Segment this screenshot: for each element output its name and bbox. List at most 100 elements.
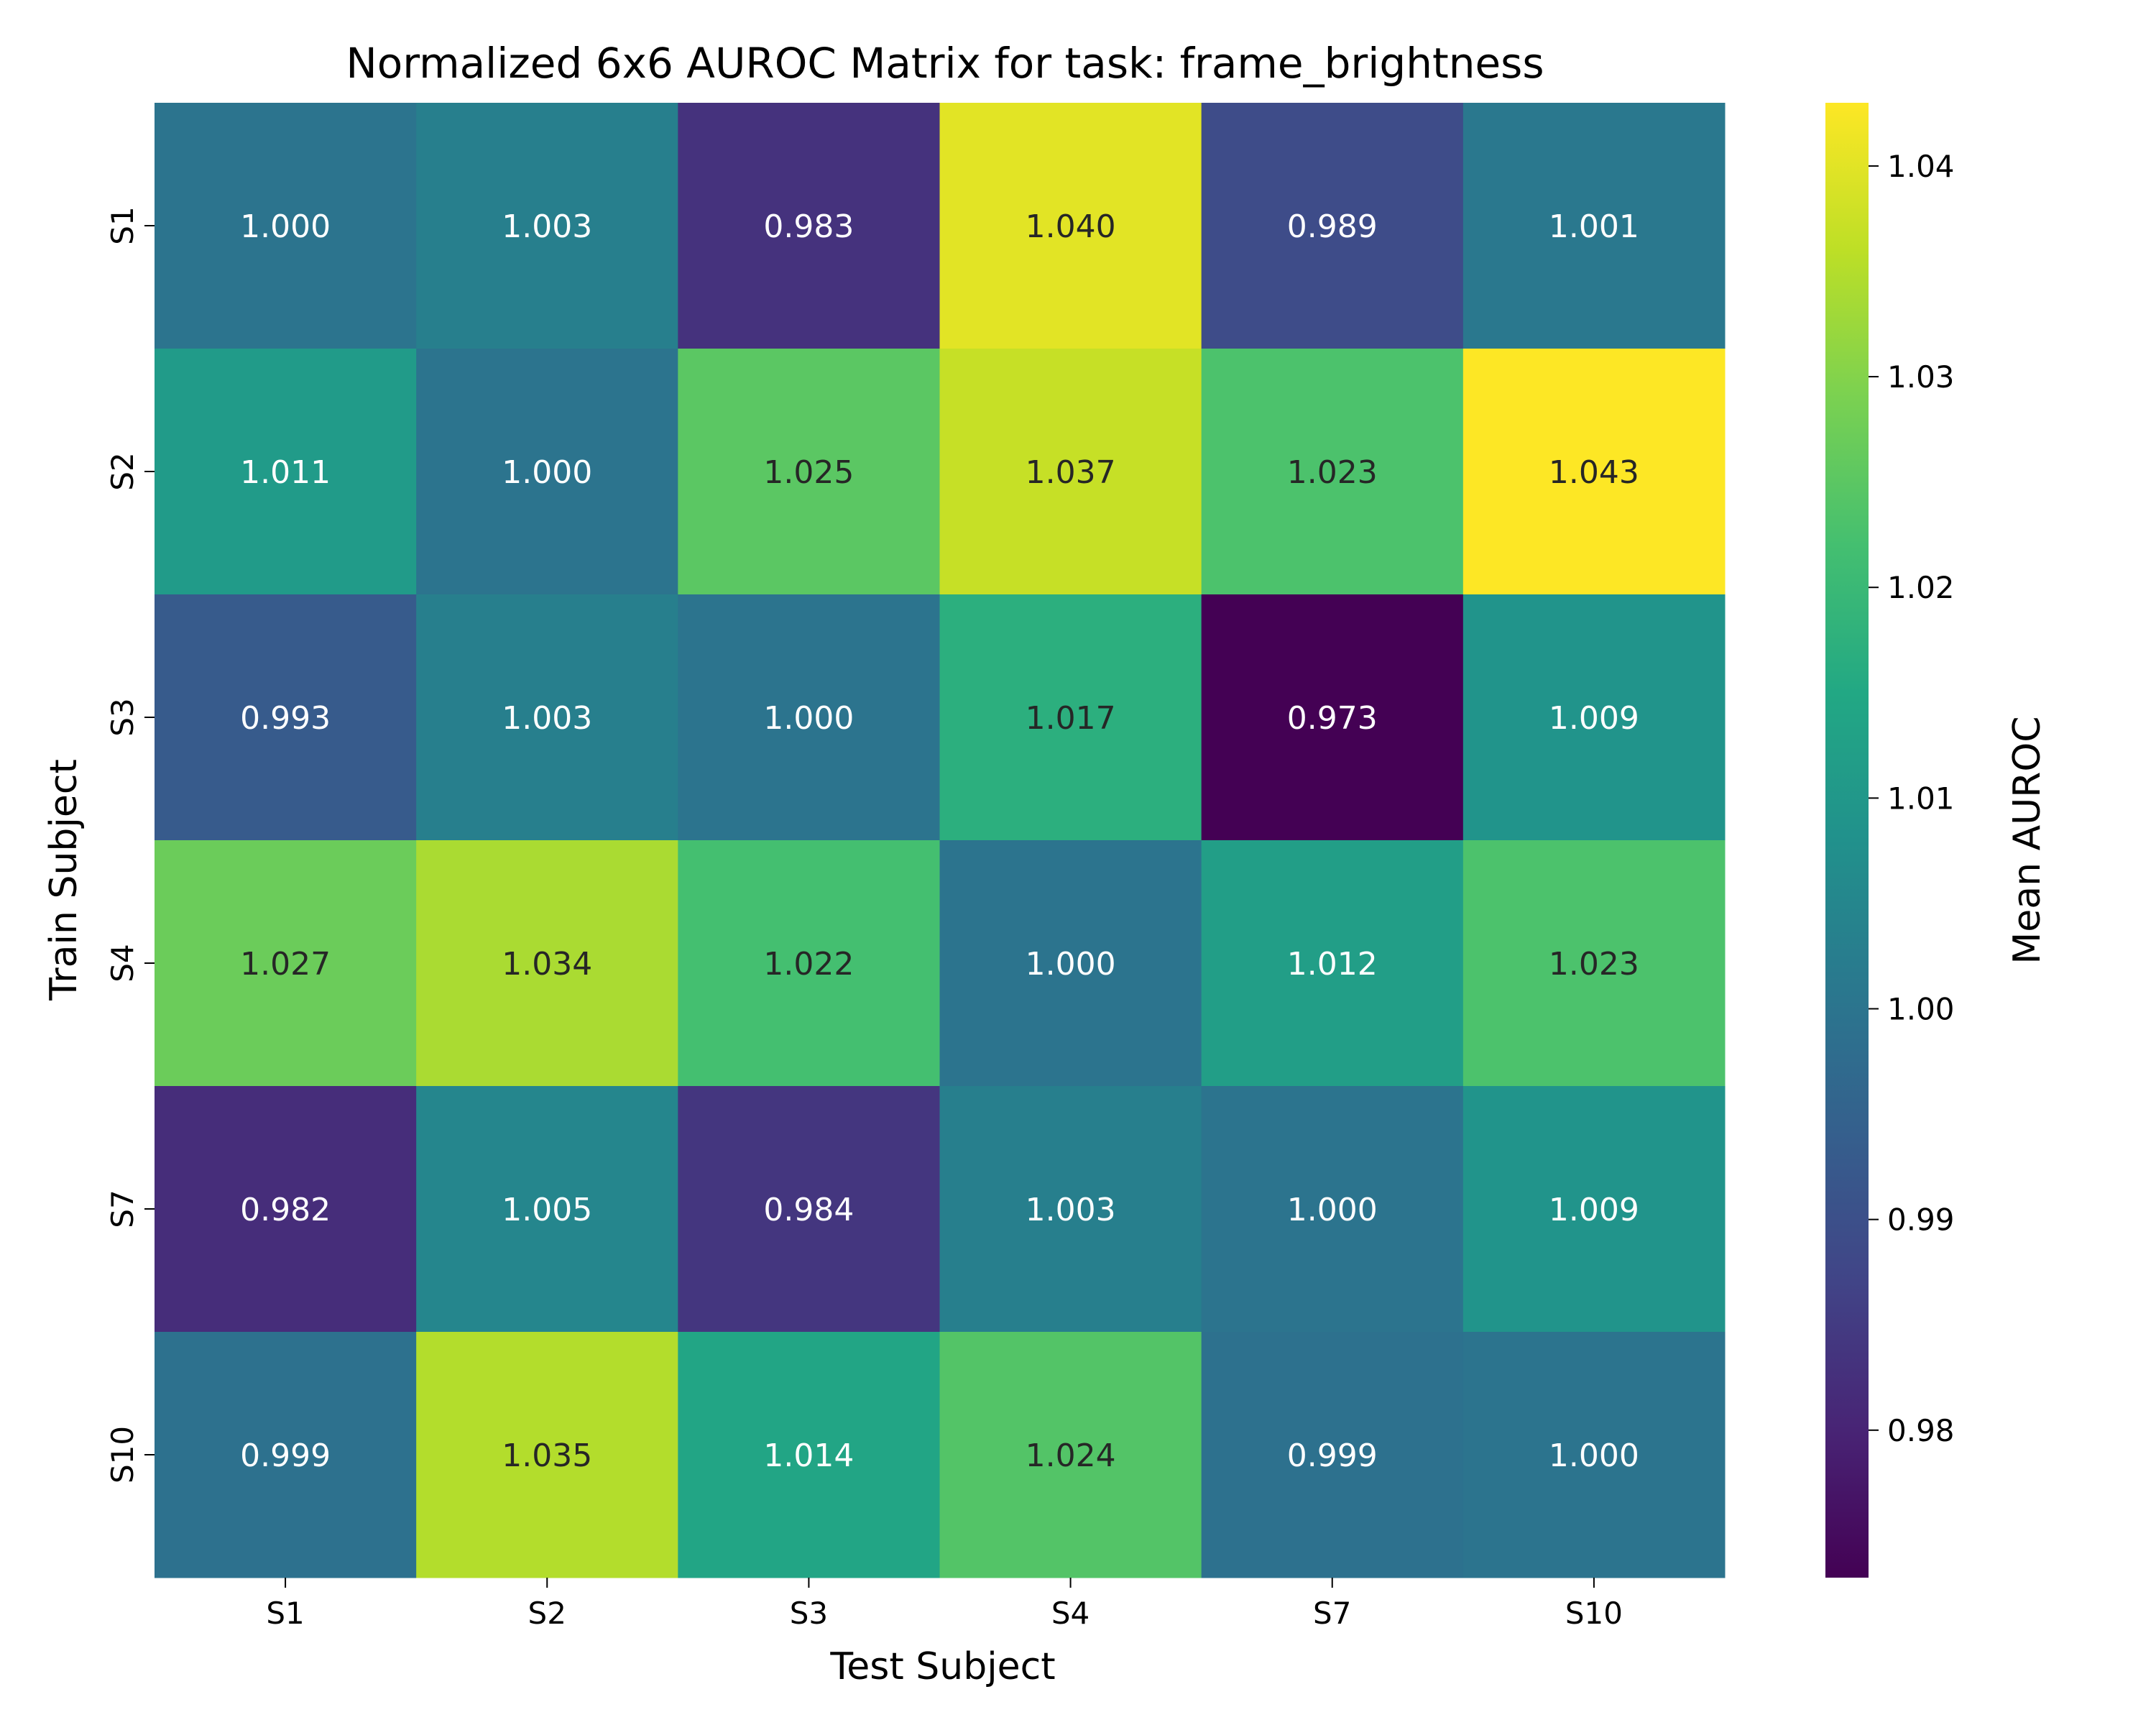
chart-title: Normalized 6x6 AUROC Matrix for task: fr… <box>346 39 1544 88</box>
heatmap-cell <box>939 1086 1202 1333</box>
heatmap-cell <box>678 840 940 1087</box>
cell-value-label: 1.005 <box>502 1192 592 1228</box>
x-tick-label: S7 <box>1313 1596 1351 1631</box>
heatmap-cell-labels: 1.000 1.003 0.983 1.040 0.989 1.001 1.011 1.000… <box>240 208 1639 1474</box>
cell-value-label: 1.003 <box>1026 1192 1116 1228</box>
heatmap-cell <box>678 349 940 595</box>
x-axis: S1 S2 S3 S4 S7 S10 <box>266 1578 1623 1631</box>
cell-value-label: 1.014 <box>763 1438 854 1474</box>
heatmap-cell <box>155 1086 417 1333</box>
x-tick-label: S1 <box>266 1596 304 1631</box>
heatmap-cell <box>155 103 417 349</box>
cell-value-label: 1.000 <box>502 454 592 491</box>
colorbar-tick-label: 0.99 <box>1887 1202 1955 1238</box>
heatmap-cell <box>416 349 678 595</box>
heatmap-cell <box>678 1332 940 1578</box>
heatmap-cell <box>155 1332 417 1578</box>
heatmap-cell <box>939 1332 1202 1578</box>
heatmap-cell <box>1462 1086 1726 1333</box>
cell-value-label: 1.000 <box>1549 1438 1639 1474</box>
x-axis-label: Test Subject <box>829 1645 1055 1688</box>
cell-value-label: 1.009 <box>1549 1192 1639 1228</box>
heatmap-cell <box>1201 1086 1464 1333</box>
cell-value-label: 1.024 <box>1026 1438 1116 1474</box>
heatmap-cell <box>1201 594 1464 841</box>
heatmap-cell <box>416 594 678 841</box>
cell-value-label: 1.001 <box>1549 208 1639 245</box>
cell-value-label: 1.000 <box>1287 1192 1378 1228</box>
y-tick-label: S4 <box>105 944 140 982</box>
cell-value-label: 1.034 <box>502 946 592 983</box>
cell-value-label: 1.022 <box>763 946 854 983</box>
cell-value-label: 1.003 <box>502 700 592 737</box>
cell-value-label: 0.983 <box>763 208 854 245</box>
colorbar-tick-label: 0.98 <box>1887 1413 1955 1448</box>
y-axis: S1 S2 S3 S4 S7 S10 <box>105 206 155 1484</box>
cell-value-label: 1.043 <box>1549 454 1639 491</box>
cell-value-label: 1.000 <box>1026 946 1116 983</box>
y-tick-label: S1 <box>105 206 140 244</box>
colorbar-tick-label: 1.04 <box>1887 149 1955 184</box>
cell-value-label: 1.003 <box>502 208 592 245</box>
heatmap-cell <box>1462 349 1726 595</box>
colorbar: 0.98 0.99 1.00 1.01 1.02 1.03 1.04 Mean AUROC <box>1825 103 2049 1578</box>
heatmap-cell <box>1462 103 1726 349</box>
heatmap-cell <box>1201 840 1464 1087</box>
x-tick-label: S10 <box>1565 1596 1623 1631</box>
colorbar-tick-label: 1.01 <box>1887 781 1955 816</box>
heatmap-cell <box>155 594 417 841</box>
heatmap-cell <box>1462 1332 1726 1578</box>
heatmap-cell <box>1462 840 1726 1087</box>
cell-value-label: 1.023 <box>1549 946 1639 983</box>
heatmap-cell <box>155 840 417 1087</box>
cell-value-label: 1.023 <box>1287 454 1378 491</box>
heatmap-cell <box>1201 1332 1464 1578</box>
heatmap-cell <box>155 349 417 595</box>
cell-value-label: 1.040 <box>1026 208 1116 245</box>
heatmap-cell <box>678 1086 940 1333</box>
colorbar-tick-label: 1.00 <box>1887 992 1955 1027</box>
colorbar-tick-label: 1.03 <box>1887 359 1955 395</box>
cell-value-label: 1.037 <box>1026 454 1116 491</box>
y-axis-label: Train Subject <box>42 759 86 1001</box>
cell-value-label: 0.999 <box>240 1438 331 1474</box>
cell-value-label: 0.993 <box>240 700 331 737</box>
y-tick-label: S10 <box>105 1426 140 1484</box>
heatmap-cell <box>416 1332 678 1578</box>
y-tick-label: S3 <box>105 698 140 736</box>
cell-value-label: 0.989 <box>1287 208 1378 245</box>
colorbar-label: Mean AUROC <box>2006 716 2049 964</box>
cell-value-label: 1.027 <box>240 946 331 983</box>
cell-value-label: 0.999 <box>1287 1438 1378 1474</box>
heatmap-cells <box>155 103 1726 1578</box>
y-tick-label: S2 <box>105 452 140 490</box>
heatmap-cell <box>939 103 1202 349</box>
heatmap-cell <box>939 349 1202 595</box>
cell-value-label: 0.984 <box>763 1192 854 1228</box>
colorbar-tick-label: 1.02 <box>1887 570 1955 605</box>
cell-value-label: 1.000 <box>240 208 331 245</box>
heatmap-cell <box>678 103 940 349</box>
x-tick-label: S4 <box>1051 1596 1089 1631</box>
cell-value-label: 0.973 <box>1287 700 1378 737</box>
colorbar-ticks: 0.98 0.99 1.00 1.01 1.02 1.03 1.04 <box>1869 149 1955 1448</box>
heatmap-cell <box>416 840 678 1087</box>
heatmap-cell <box>939 840 1202 1087</box>
heatmap-cell <box>939 594 1202 841</box>
x-tick-label: S3 <box>790 1596 828 1631</box>
x-tick-label: S2 <box>528 1596 566 1631</box>
heatmap-cell <box>678 594 940 841</box>
cell-value-label: 1.000 <box>763 700 854 737</box>
heatmap-cell <box>416 1086 678 1333</box>
cell-value-label: 0.982 <box>240 1192 331 1228</box>
cell-value-label: 1.011 <box>240 454 331 491</box>
heatmap-cell <box>1462 594 1726 841</box>
colorbar-gradient <box>1825 103 1869 1578</box>
cell-value-label: 1.035 <box>502 1438 592 1474</box>
heatmap-cell <box>1201 103 1464 349</box>
cell-value-label: 1.009 <box>1549 700 1639 737</box>
heatmap-cell <box>416 103 678 349</box>
cell-value-label: 1.017 <box>1026 700 1116 737</box>
cell-value-label: 1.025 <box>763 454 854 491</box>
